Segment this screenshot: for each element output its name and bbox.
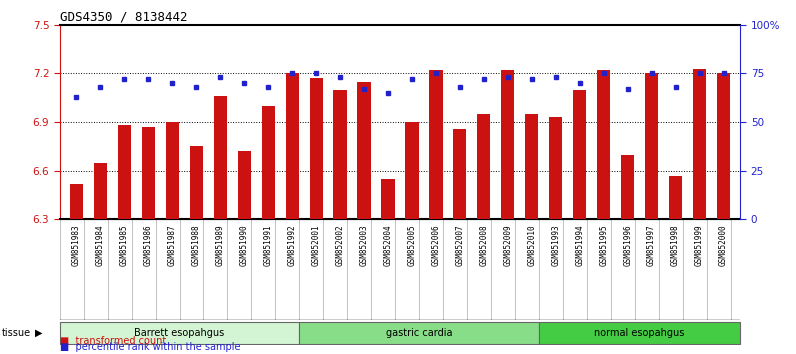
Bar [334,90,347,219]
Text: GSM851983: GSM851983 [72,224,81,266]
Bar [549,117,562,219]
Text: GSM852007: GSM852007 [455,224,464,266]
Bar [94,163,107,219]
Bar [357,81,371,219]
Text: ▶: ▶ [35,328,42,338]
Text: GSM852000: GSM852000 [719,224,728,266]
Text: tissue: tissue [2,328,31,338]
Text: GSM851989: GSM851989 [216,224,224,266]
Text: GSM851990: GSM851990 [240,224,248,266]
Bar [478,114,490,219]
Text: GSM851998: GSM851998 [671,224,680,266]
Bar [166,122,179,219]
Text: GSM852010: GSM852010 [527,224,537,266]
Bar [238,152,251,219]
Text: GSM852001: GSM852001 [311,224,321,266]
Bar [381,179,395,219]
Text: GSM852003: GSM852003 [360,224,369,266]
Bar [693,69,706,219]
Text: GSM851985: GSM851985 [120,224,129,266]
Text: GSM852004: GSM852004 [384,224,392,266]
Text: GSM851996: GSM851996 [623,224,632,266]
Bar [60,322,299,344]
Text: GSM852008: GSM852008 [479,224,489,266]
Bar [429,70,443,219]
Text: GSM852005: GSM852005 [408,224,416,266]
Bar [525,114,538,219]
Bar [299,322,539,344]
Bar [70,184,83,219]
Text: GSM851999: GSM851999 [695,224,704,266]
Bar [213,96,227,219]
Text: ■  percentile rank within the sample: ■ percentile rank within the sample [60,342,240,352]
Bar [453,129,466,219]
Bar [501,70,514,219]
Bar [597,70,611,219]
Bar [310,78,322,219]
Text: GSM851993: GSM851993 [552,224,560,266]
Text: GSM851992: GSM851992 [287,224,297,266]
Bar [669,176,682,219]
Bar [645,73,658,219]
Text: GSM851988: GSM851988 [192,224,201,266]
Bar [286,73,298,219]
Text: GSM852009: GSM852009 [503,224,513,266]
Bar [405,122,419,219]
Text: gastric cardia: gastric cardia [386,328,452,338]
Text: GSM851997: GSM851997 [647,224,656,266]
Text: GSM851986: GSM851986 [144,224,153,266]
Bar [189,147,203,219]
Bar [262,106,275,219]
Text: GSM852002: GSM852002 [336,224,345,266]
Bar [118,125,131,219]
Text: Barrett esopahgus: Barrett esopahgus [135,328,224,338]
Text: ■  transformed count: ■ transformed count [60,336,166,346]
Text: GSM851991: GSM851991 [263,224,273,266]
Text: GSM851995: GSM851995 [599,224,608,266]
Text: GSM851987: GSM851987 [168,224,177,266]
Text: normal esopahgus: normal esopahgus [595,328,685,338]
Text: GSM852006: GSM852006 [431,224,440,266]
Bar [621,155,634,219]
Bar [142,127,155,219]
Bar [573,90,587,219]
Bar [717,73,730,219]
Text: GDS4350 / 8138442: GDS4350 / 8138442 [60,11,187,24]
Text: GSM851994: GSM851994 [576,224,584,266]
Text: GSM851984: GSM851984 [96,224,105,266]
Bar [539,322,740,344]
